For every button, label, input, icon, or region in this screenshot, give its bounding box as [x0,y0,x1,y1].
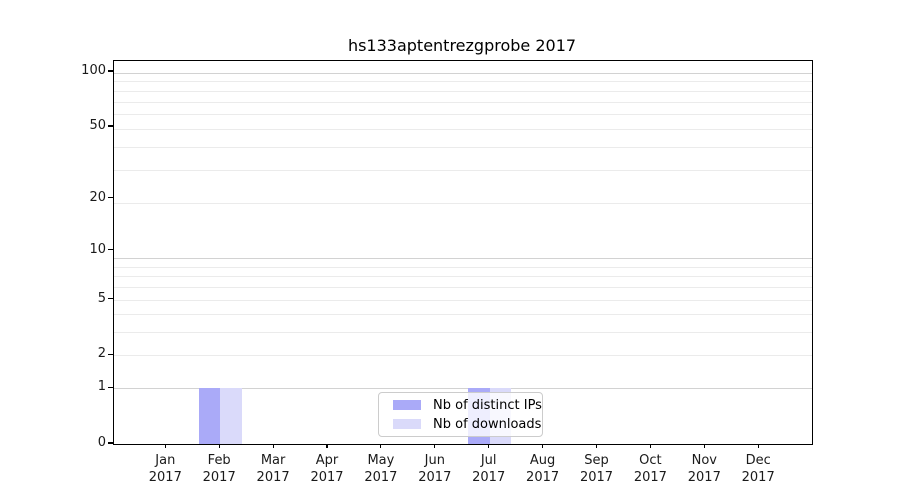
legend: Nb of distinct IPs Nb of downloads [378,392,543,437]
x-tick-mark [272,444,274,449]
x-tick-label: Mar 2017 [256,453,290,485]
x-tick-mark [649,444,651,449]
gridline-minor [114,276,812,278]
x-tick-mark [703,444,705,449]
x-tick-label: Aug 2017 [526,453,560,485]
x-tick-label: Jan 2017 [148,453,182,485]
bar-downloads-feb [220,388,242,444]
x-tick-label: Sep 2017 [579,453,614,485]
y-tick-label: 10 [89,241,106,257]
y-tick-mark [108,442,113,444]
legend-label-distinct-ips: Nb of distinct IPs [433,397,542,413]
x-tick-mark [164,444,166,449]
x-tick-mark [434,444,436,449]
gridline-minor [114,266,812,268]
x-tick-label: Apr 2017 [310,453,344,485]
gridline-minor [114,202,812,204]
y-tick-mark [108,70,113,72]
gridline-minor [114,113,812,115]
x-tick-label: Dec 2017 [741,453,775,485]
y-tick-mark [108,249,113,251]
y-tick-label: 50 [89,118,106,134]
x-tick-mark [595,444,598,449]
x-tick-mark [757,444,759,449]
gridline-minor [114,299,812,301]
x-tick-label: Jul 2017 [472,453,506,485]
gridline-minor [114,169,812,171]
y-tick-mark [108,125,113,127]
y-tick-mark [108,196,113,199]
y-tick-label: 2 [97,346,106,362]
gridline-minor [114,332,812,334]
x-tick-mark [326,444,328,449]
gridline-minor [114,128,812,130]
gridline-major [114,388,812,390]
x-tick-label: Nov 2017 [687,453,721,485]
y-tick-label: 100 [81,62,106,78]
plot-area [113,60,813,445]
x-tick-label: May 2017 [364,453,398,485]
legend-item-downloads: Nb of downloads [393,417,541,432]
x-tick-label: Oct 2017 [633,453,667,485]
gridline-minor [114,81,812,83]
legend-swatch-distinct-ips [393,400,421,410]
legend-item-distinct-ips: Nb of distinct IPs [393,398,542,413]
gridline-major [114,258,812,260]
gridline-minor [114,90,812,92]
y-tick-label: 0 [97,435,106,450]
y-tick-label: 20 [89,189,106,205]
x-tick-mark [542,444,544,449]
gridline-major [114,72,812,74]
y-tick-mark [108,353,113,356]
x-tick-label: Feb 2017 [202,453,236,485]
gridline-minor [114,287,812,289]
chart-title: hs133aptentrezgprobe 2017 [347,36,577,55]
y-tick-mark [108,297,113,300]
x-tick-mark [218,444,220,449]
x-tick-mark [488,444,490,449]
gridline-minor [114,101,812,103]
gridline-minor [114,314,812,316]
bar-distinct-ips-feb [198,388,221,444]
legend-label-downloads: Nb of downloads [433,416,542,432]
x-tick-mark [380,444,382,449]
gridline-minor [114,146,812,148]
y-tick-label: 5 [97,290,106,306]
gridline-minor [114,355,812,357]
y-tick-label: 1 [97,379,106,395]
legend-swatch-downloads [393,419,421,429]
y-tick-mark [108,386,113,388]
x-tick-label: Jun 2017 [418,453,452,485]
